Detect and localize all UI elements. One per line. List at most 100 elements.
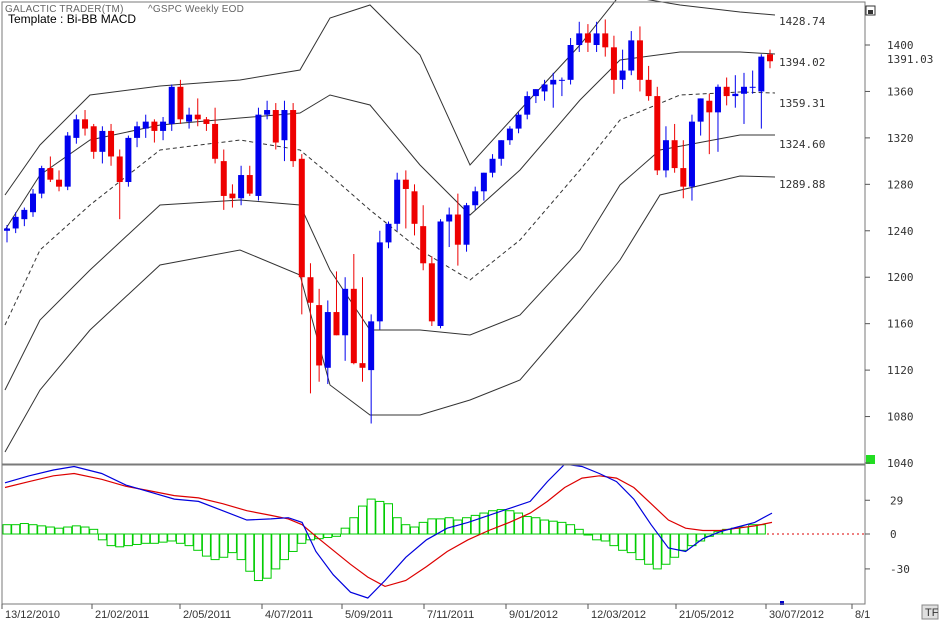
date-tick-label: 21/05/2012 [679, 609, 734, 621]
macd-histogram-bar [548, 520, 558, 535]
macd-plot [2, 463, 865, 605]
candle-body [212, 123, 219, 159]
last-price-label: 1391.03 [887, 53, 933, 66]
macd-histogram-bar [670, 533, 680, 558]
candle-body [602, 33, 609, 48]
candle-body [567, 45, 574, 80]
macd-histogram-bar [97, 533, 107, 541]
candle-body [134, 126, 141, 138]
macd-histogram-bar [2, 524, 12, 535]
date-tick-label: 21/02/2011 [95, 609, 149, 621]
candle-body [272, 110, 279, 143]
candle-body [758, 56, 765, 92]
candle-body [220, 161, 227, 196]
macd-histogram-bar [644, 533, 654, 565]
macd-histogram-bar [227, 533, 237, 554]
macd-histogram-bar [540, 519, 550, 535]
macd-histogram-bar [245, 533, 255, 572]
macd-histogram-bar [89, 528, 99, 535]
candle-body [654, 96, 661, 171]
price-tick-label: 1240 [887, 225, 914, 238]
candle-body [316, 305, 323, 366]
macd-histogram-bar [45, 526, 55, 535]
macd-histogram-bar [635, 533, 645, 561]
candle-body [437, 221, 444, 326]
macd-histogram-bar [236, 533, 246, 561]
candle-body [90, 126, 97, 152]
candle-body [116, 156, 123, 183]
candle-body [194, 114, 201, 120]
candle-body [56, 179, 63, 187]
price-tick-label: 1280 [887, 178, 914, 191]
macd-histogram-bar [175, 533, 185, 544]
macd-histogram-bar [678, 533, 688, 551]
band-middle [4, 91, 776, 326]
candle-body [515, 114, 522, 129]
macd-histogram-bar [583, 533, 593, 536]
maximize-icon-inner [868, 10, 873, 14]
candle-body [99, 130, 106, 152]
candle-body [12, 216, 19, 229]
candle-body [619, 70, 626, 80]
candle-body [246, 175, 253, 194]
macd-histogram-bar [600, 533, 610, 542]
macd-histogram-bar [592, 533, 602, 541]
candle-body [368, 321, 375, 371]
candle-body [749, 86, 756, 88]
macd-histogram-bar [756, 524, 766, 535]
macd-line [4, 463, 773, 599]
candle-body [151, 121, 158, 131]
macd-histogram-bar [574, 528, 584, 535]
macd-histogram-bar [401, 524, 411, 535]
template-label: Template : Bi-BB MACD [8, 12, 137, 26]
candle-body [203, 119, 210, 124]
macd-histogram-bar [392, 517, 402, 535]
macd-histogram-bar [488, 510, 498, 535]
macd-histogram-bar [106, 533, 116, 547]
band-outer-upper [4, 0, 776, 196]
macd-histogram-bar [219, 533, 229, 558]
candle-body [350, 288, 357, 364]
candle-body [4, 228, 10, 231]
candle-body [73, 119, 80, 138]
macd-histogram-bar [167, 533, 177, 542]
symbol-title: ^GSPC Weekly EOD [148, 4, 245, 15]
macd-histogram-bar [418, 521, 428, 535]
candle-body [142, 121, 149, 129]
macd-histogram-bar [349, 517, 359, 535]
macd-histogram-bar [132, 533, 142, 545]
macd-histogram-bar [496, 509, 506, 535]
tf-badge [921, 604, 939, 620]
macd-histogram-bar [453, 519, 463, 535]
candle-body [645, 79, 652, 97]
macd-histogram-bar [436, 518, 446, 535]
price-tick-label: 1120 [887, 364, 914, 377]
price-plot: 1428.74 1394.02 1359.31 1324.60 1289.88 [4, 0, 826, 453]
macd-histogram-bar [63, 526, 73, 535]
macd-signal-line [4, 472, 773, 588]
macd-histogram-bar [366, 498, 376, 535]
price-tick-label: 1400 [887, 39, 914, 52]
candle-body [740, 86, 747, 94]
macd-histogram-bar [19, 523, 29, 535]
date-tick-label: 9/01/2012 [509, 609, 558, 621]
macd-tick-label: 29 [890, 494, 903, 507]
candle-body [472, 191, 479, 206]
candle-body [281, 110, 288, 141]
date-tick-label: 30/07/2012 [769, 609, 824, 621]
candle-body [584, 33, 591, 43]
macd-histogram-bar [531, 517, 541, 535]
macd-histogram-bar [279, 533, 289, 561]
candle-body [680, 168, 687, 187]
candle-body [420, 226, 427, 264]
candle-body [723, 86, 730, 97]
candle-body [177, 86, 184, 120]
candle-body [186, 114, 193, 122]
macd-histogram-bar [652, 533, 662, 570]
macd-histogram-bar [37, 525, 47, 535]
candle-body [706, 100, 713, 113]
candle-body [125, 137, 132, 183]
candle-body [229, 193, 236, 199]
